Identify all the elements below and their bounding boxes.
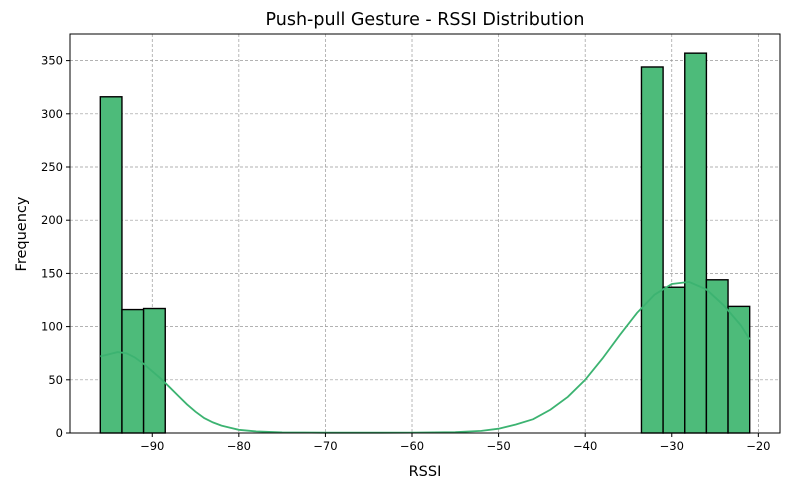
histogram-bar	[99, 96, 123, 434]
y-axis-label: Frequency	[14, 196, 30, 271]
y-tick-label: 200	[41, 213, 63, 227]
y-tick-label: 350	[41, 54, 63, 68]
x-tick-label: −80	[227, 439, 251, 453]
x-tick-label: −50	[486, 439, 510, 453]
y-tick-label: 250	[41, 160, 63, 174]
x-axis-label: RSSI	[409, 464, 442, 480]
plot-frame	[69, 33, 781, 434]
x-tick-label: −40	[573, 439, 597, 453]
y-tick-label: 50	[48, 373, 63, 387]
histogram-bar	[727, 305, 751, 434]
histogram-bar	[684, 52, 708, 434]
y-tick-label: 100	[41, 320, 63, 334]
histogram-bar	[640, 66, 664, 434]
x-tick-label: −70	[313, 439, 337, 453]
histogram-bars	[99, 52, 751, 434]
chart-title: Push-pull Gesture - RSSI Distribution	[266, 10, 585, 30]
x-tick-label: −60	[400, 439, 424, 453]
y-tick-label: 0	[56, 426, 63, 440]
histogram-bar	[121, 308, 145, 434]
histogram-bar	[662, 286, 686, 434]
histogram-bar	[142, 307, 166, 434]
y-tick-label: 150	[41, 266, 63, 280]
x-tick-label: −30	[660, 439, 684, 453]
x-axis-ticks: −90 −80 −70 −60 −50 −40 −30 −20	[140, 433, 770, 453]
y-axis-ticks: 0 50 100 150 200 250 300 350	[41, 54, 70, 440]
histogram-bar	[705, 279, 729, 434]
x-tick-label: −20	[746, 439, 770, 453]
x-tick-label: −90	[140, 439, 164, 453]
y-tick-label: 300	[41, 107, 63, 121]
